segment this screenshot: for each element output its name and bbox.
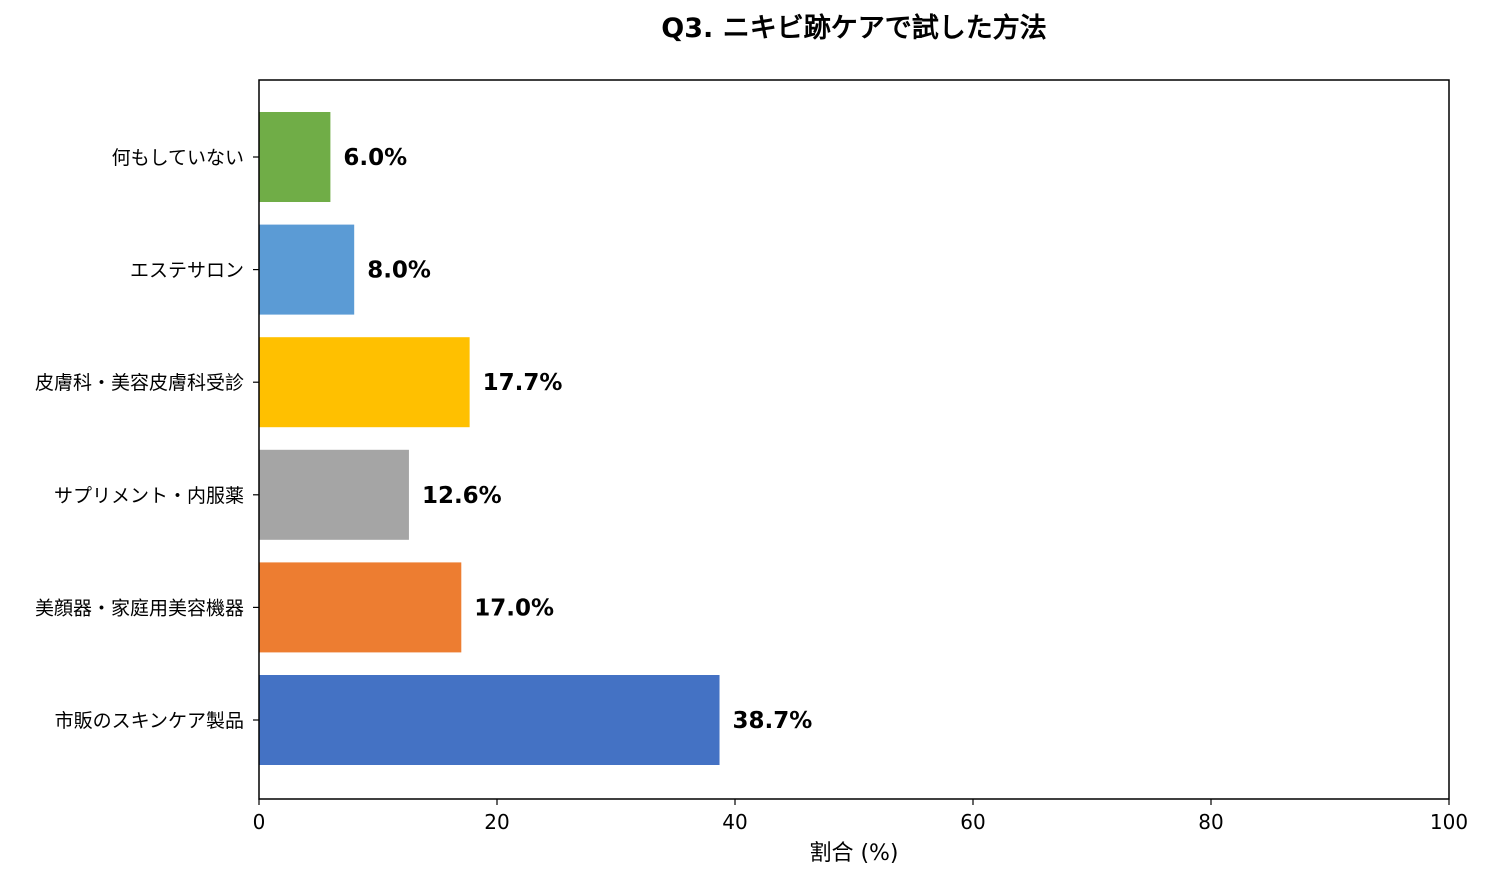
data-labels-layer: 38.7% 17.0% 12.6% 17.7% 8.0% 6.0%: [343, 145, 812, 734]
data-label: 17.7%: [483, 370, 563, 396]
bar: [259, 337, 470, 428]
data-label: 6.0%: [343, 145, 407, 171]
x-axis: 0 20 40 60 80 100: [253, 799, 1468, 834]
data-label: 38.7%: [733, 708, 813, 734]
bars-layer: [259, 112, 720, 765]
data-label: 12.6%: [422, 483, 502, 509]
x-tick-label: 100: [1430, 810, 1468, 834]
x-axis-label: 割合 (%): [809, 841, 898, 866]
bar: [259, 562, 462, 653]
x-tick-label: 80: [1198, 810, 1223, 834]
bar: [259, 675, 720, 765]
bar: [259, 449, 409, 540]
category-label: エステサロン: [130, 260, 244, 282]
category-label: 皮膚科・美容皮膚科受診: [35, 372, 244, 394]
y-axis: 市販のスキンケア製品 美顔器・家庭用美容機器 サプリメント・内服薬 皮膚科・美容皮膚科…: [35, 147, 259, 732]
chart-title: Q3. ニキビ跡ケアで試した方法: [661, 12, 1046, 44]
category-label: 市販のスキンケア製品: [55, 710, 244, 732]
category-label: 何もしていない: [112, 147, 244, 169]
category-label: 美顔器・家庭用美容機器: [35, 597, 244, 619]
bar: [259, 112, 331, 202]
category-label: サプリメント・内服薬: [54, 485, 244, 507]
x-tick-label: 40: [722, 810, 747, 834]
data-label: 17.0%: [474, 595, 554, 621]
plot-frame: [258, 79, 1450, 800]
x-tick-label: 60: [960, 810, 985, 834]
x-tick-label: 20: [484, 810, 509, 834]
x-tick-label: 0: [253, 810, 266, 834]
data-label: 8.0%: [367, 258, 431, 284]
bar: [259, 224, 355, 315]
